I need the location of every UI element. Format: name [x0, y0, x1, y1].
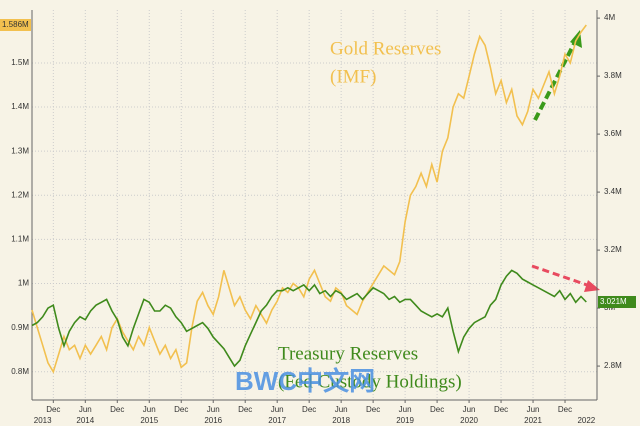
x-tick-label: Dec [174, 405, 188, 414]
x-tick-label: Jun [207, 405, 220, 414]
y2-tick-label: 3.6M [604, 129, 622, 138]
x-tick-label: Dec [110, 405, 124, 414]
legend-label: Gold Reserves [330, 38, 441, 59]
y-tick-label: 0.9M [11, 323, 29, 332]
x-tick-label: Dec [430, 405, 444, 414]
year-label: 2016 [204, 416, 222, 425]
x-tick-label: Jun [271, 405, 284, 414]
x-tick-label: Dec [366, 405, 380, 414]
y-tick-label: 1.4M [11, 102, 29, 111]
y-tick-label: 1.3M [11, 146, 29, 155]
end-label: 3.021M [600, 297, 627, 306]
end-label-box [598, 295, 636, 308]
x-tick-label: Dec [302, 405, 316, 414]
x-tick-label: Jun [527, 405, 540, 414]
x-tick-label: Dec [46, 405, 60, 414]
y2-tick-label: 3.8M [604, 71, 622, 80]
x-tick-label: Jun [143, 405, 156, 414]
year-label: 2021 [524, 416, 542, 425]
down-arrow-head [584, 280, 600, 292]
year-label: 2017 [268, 416, 286, 425]
x-tick-label: Dec [494, 405, 508, 414]
series-line [31, 24, 587, 374]
year-label: 2020 [460, 416, 478, 425]
year-label: 2014 [76, 416, 94, 425]
legend-label: Treasury Reserves [278, 343, 418, 364]
legend-label: (IMF) [330, 66, 376, 87]
year-label: 2019 [396, 416, 414, 425]
up-arrow [533, 35, 580, 121]
series-line [31, 269, 587, 368]
y2-tick-label: 4M [604, 13, 615, 22]
end-label-box [0, 19, 31, 31]
x-tick-label: Jun [463, 405, 476, 414]
x-tick-label: Jun [399, 405, 412, 414]
year-label: 2018 [332, 416, 350, 425]
y-tick-label: 1M [18, 279, 29, 288]
x-tick-label: Dec [238, 405, 252, 414]
y-tick-label: 1.2M [11, 190, 29, 199]
x-tick-label: Jun [79, 405, 92, 414]
y-tick-label: 0.8M [11, 367, 29, 376]
y2-tick-label: 3.4M [604, 187, 622, 196]
legend-label: (Fed Custody Holdings) [278, 371, 462, 392]
year-label: 2022 [577, 416, 595, 425]
year-label: 2013 [34, 416, 52, 425]
x-tick-label: Jun [335, 405, 348, 414]
end-label: 1.586M [2, 20, 29, 29]
y-tick-label: 1.5M [11, 58, 29, 67]
y2-tick-label: 2.8M [604, 361, 622, 370]
y2-tick-label: 3.2M [604, 245, 622, 254]
year-label: 2015 [140, 416, 158, 425]
y-tick-label: 1.1M [11, 235, 29, 244]
watermark: BWC中文网 [235, 366, 375, 396]
x-tick-label: Dec [558, 405, 572, 414]
